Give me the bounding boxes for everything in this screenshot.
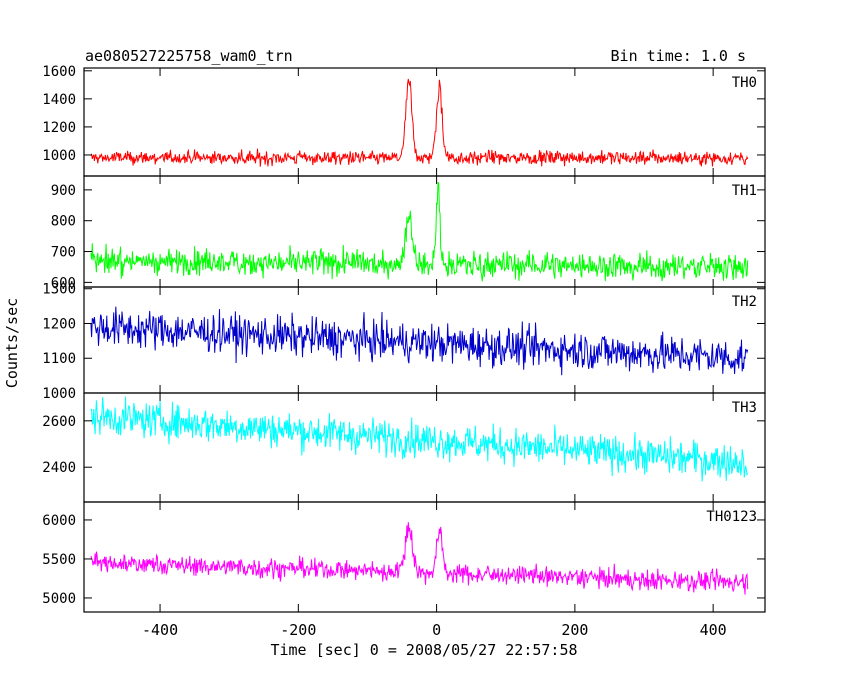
y-tick-label: 1600 [42,64,76,80]
panel-name-label: TH0 [732,75,757,91]
y-tick-label: 1200 [42,120,76,136]
y-tick-label: 1100 [42,351,76,367]
panel-name-label: TH1 [732,183,757,199]
x-tick-label: 0 [432,621,441,639]
panel-frame [83,501,766,613]
panel-th0: 1000 1200 1400 1600 TH0 [42,64,766,177]
panel-th0123: 5000 5500 6000 TH0123 [42,501,766,613]
y-tick-label: 5500 [42,552,76,568]
y-tick-label: 5000 [42,591,76,607]
series-line-th3 [90,396,749,482]
chart-title: ae080527225758_wam0_trn [85,47,293,65]
panel-name-label: TH2 [732,294,757,310]
y-tick-label: 900 [51,183,76,199]
panel-th1: 600 700 800 900 TH1 [51,175,766,291]
y-tick-label: 2400 [42,460,76,476]
panel-name-label: TH0123 [706,509,757,525]
x-axis-label: Time [sec] 0 = 2008/05/27 22:57:58 [270,641,577,659]
bin-time-label: Bin time: 1.0 s [611,47,746,65]
panels-group: 1000 1200 1400 1600 TH0 600 700 800 900 TH1 1000 11… [42,64,766,639]
series-line-th0 [90,78,749,167]
panel-th3: 2400 2600 TH3 [42,392,766,503]
panel-th2: 1000 1100 1200 1300 TH2 [42,282,766,402]
y-tick-label: 600 [51,275,76,291]
y-tick-label: 1000 [42,148,76,164]
x-tick-label: 200 [561,621,588,639]
y-tick-label: 1200 [42,316,76,332]
y-tick-label: 1400 [42,92,76,108]
y-tick-label: 2600 [42,414,76,430]
x-tick-label: -400 [142,621,178,639]
y-tick-label: 700 [51,245,76,261]
x-tick-label: -200 [280,621,316,639]
series-line-th1 [90,182,749,282]
y-tick-label: 1000 [42,386,76,402]
y-axis-label: Counts/sec [3,298,21,388]
series-line-th0123 [90,522,749,595]
panel-name-label: TH3 [732,400,757,416]
y-tick-label: 800 [51,214,76,230]
series-line-th2 [90,306,749,376]
x-tick-label: 400 [700,621,727,639]
y-tick-label: 6000 [42,513,76,529]
y-tick-label: 1300 [42,282,76,298]
